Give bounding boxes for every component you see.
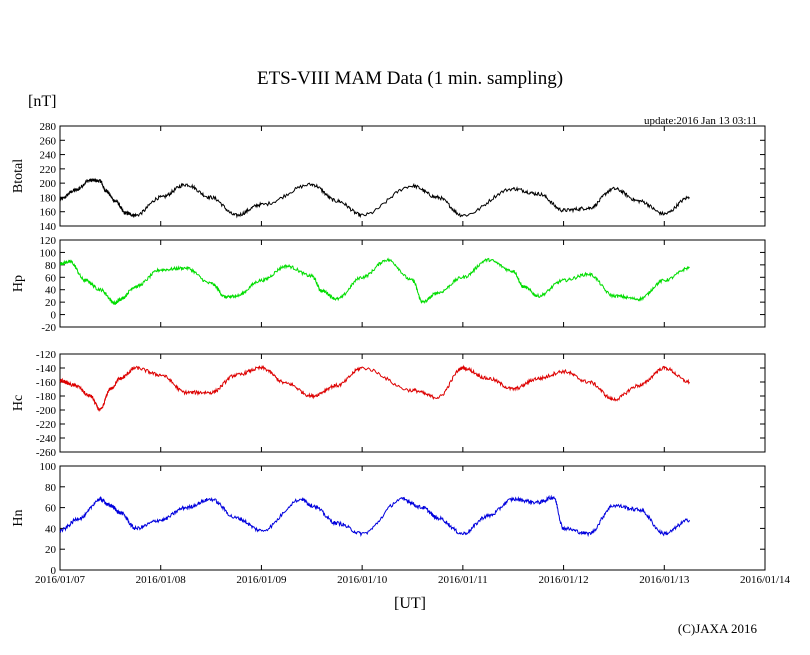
- x-tick-label: 2016/01/08: [136, 574, 187, 586]
- x-tick-label: 2016/01/12: [539, 574, 589, 586]
- y-axis-label: Hn: [11, 509, 26, 526]
- y-tick-label: 80: [45, 260, 57, 272]
- y-tick-label: 40: [45, 285, 57, 297]
- x-tick-label: 2016/01/07: [35, 574, 86, 586]
- y-tick-label: -160: [36, 377, 57, 389]
- y-axis-label: Btotal: [11, 159, 26, 193]
- chart-title: ETS-VIII MAM Data (1 min. sampling): [257, 68, 563, 89]
- x-tick-label: 2016/01/09: [236, 574, 287, 586]
- update-timestamp: update:2016 Jan 13 03:11: [644, 115, 757, 127]
- y-axis-label: Hc: [11, 395, 26, 411]
- y-tick-label: 220: [40, 164, 57, 176]
- y-tick-label: -200: [36, 405, 57, 417]
- y-tick-label: -260: [36, 447, 57, 459]
- series-line-hc: [59, 364, 690, 412]
- y-tick-label: 40: [45, 523, 57, 535]
- y-tick-label: 20: [45, 297, 57, 309]
- panel-frame: [59, 353, 766, 453]
- y-axis-label: Hp: [11, 275, 26, 292]
- y-tick-label: 100: [40, 247, 57, 259]
- panel-hc: -260 -240 -220 -200 -180 -160 -140 -120 Hc: [11, 349, 766, 459]
- x-axis-label: [UT]: [394, 595, 426, 612]
- y-tick-label: 0: [51, 565, 57, 577]
- series-line-hp: [59, 257, 690, 306]
- y-tick-label: 160: [40, 207, 57, 219]
- y-tick-label: 280: [40, 121, 57, 133]
- series-line-btotal: [59, 177, 690, 219]
- y-tick-label: 180: [40, 192, 57, 204]
- series-line-hn: [59, 494, 690, 538]
- y-tick-label: 0: [51, 310, 57, 322]
- panel-frame: [59, 239, 766, 328]
- y-tick-label: -180: [36, 391, 57, 403]
- y-tick-label: 20: [45, 544, 57, 556]
- panel-frame: [59, 465, 766, 571]
- y-tick-label: 140: [40, 221, 57, 233]
- panel-frame: [59, 125, 766, 227]
- x-tick-label: 2016/01/10: [337, 574, 388, 586]
- x-tick-label: 2016/01/13: [639, 574, 690, 586]
- x-tick-labels: 2016/01/07 2016/01/08 2016/01/09 2016/01/10…: [35, 574, 791, 586]
- unit-label: [nT]: [28, 93, 56, 110]
- y-tick-label: 260: [40, 135, 57, 147]
- y-tick-label: -120: [36, 349, 57, 361]
- y-tick-label: -140: [36, 363, 57, 375]
- x-tick-label: 2016/01/14: [740, 574, 791, 586]
- y-tick-label: 60: [45, 272, 57, 284]
- y-tick-label: 200: [40, 178, 57, 190]
- y-tick-label: -20: [41, 322, 56, 334]
- y-tick-label: 120: [40, 235, 57, 247]
- y-tick-label: -240: [36, 433, 57, 445]
- y-tick-label: 80: [45, 482, 57, 494]
- y-tick-label: 60: [45, 503, 57, 515]
- x-tick-label: 2016/01/11: [438, 574, 488, 586]
- y-tick-label: 100: [40, 461, 57, 473]
- y-tick-label: 240: [40, 150, 57, 162]
- y-tick-label: -220: [36, 419, 57, 431]
- copyright: (C)JAXA 2016: [678, 621, 758, 636]
- panel-hn: 0 20 40 60 80 100 Hn: [11, 461, 766, 577]
- panel-btotal: 140 160 180 200 220 240 260 280 Btotal: [11, 121, 766, 233]
- panels: 140160180200220240260280Btotal-200204060…: [11, 121, 766, 577]
